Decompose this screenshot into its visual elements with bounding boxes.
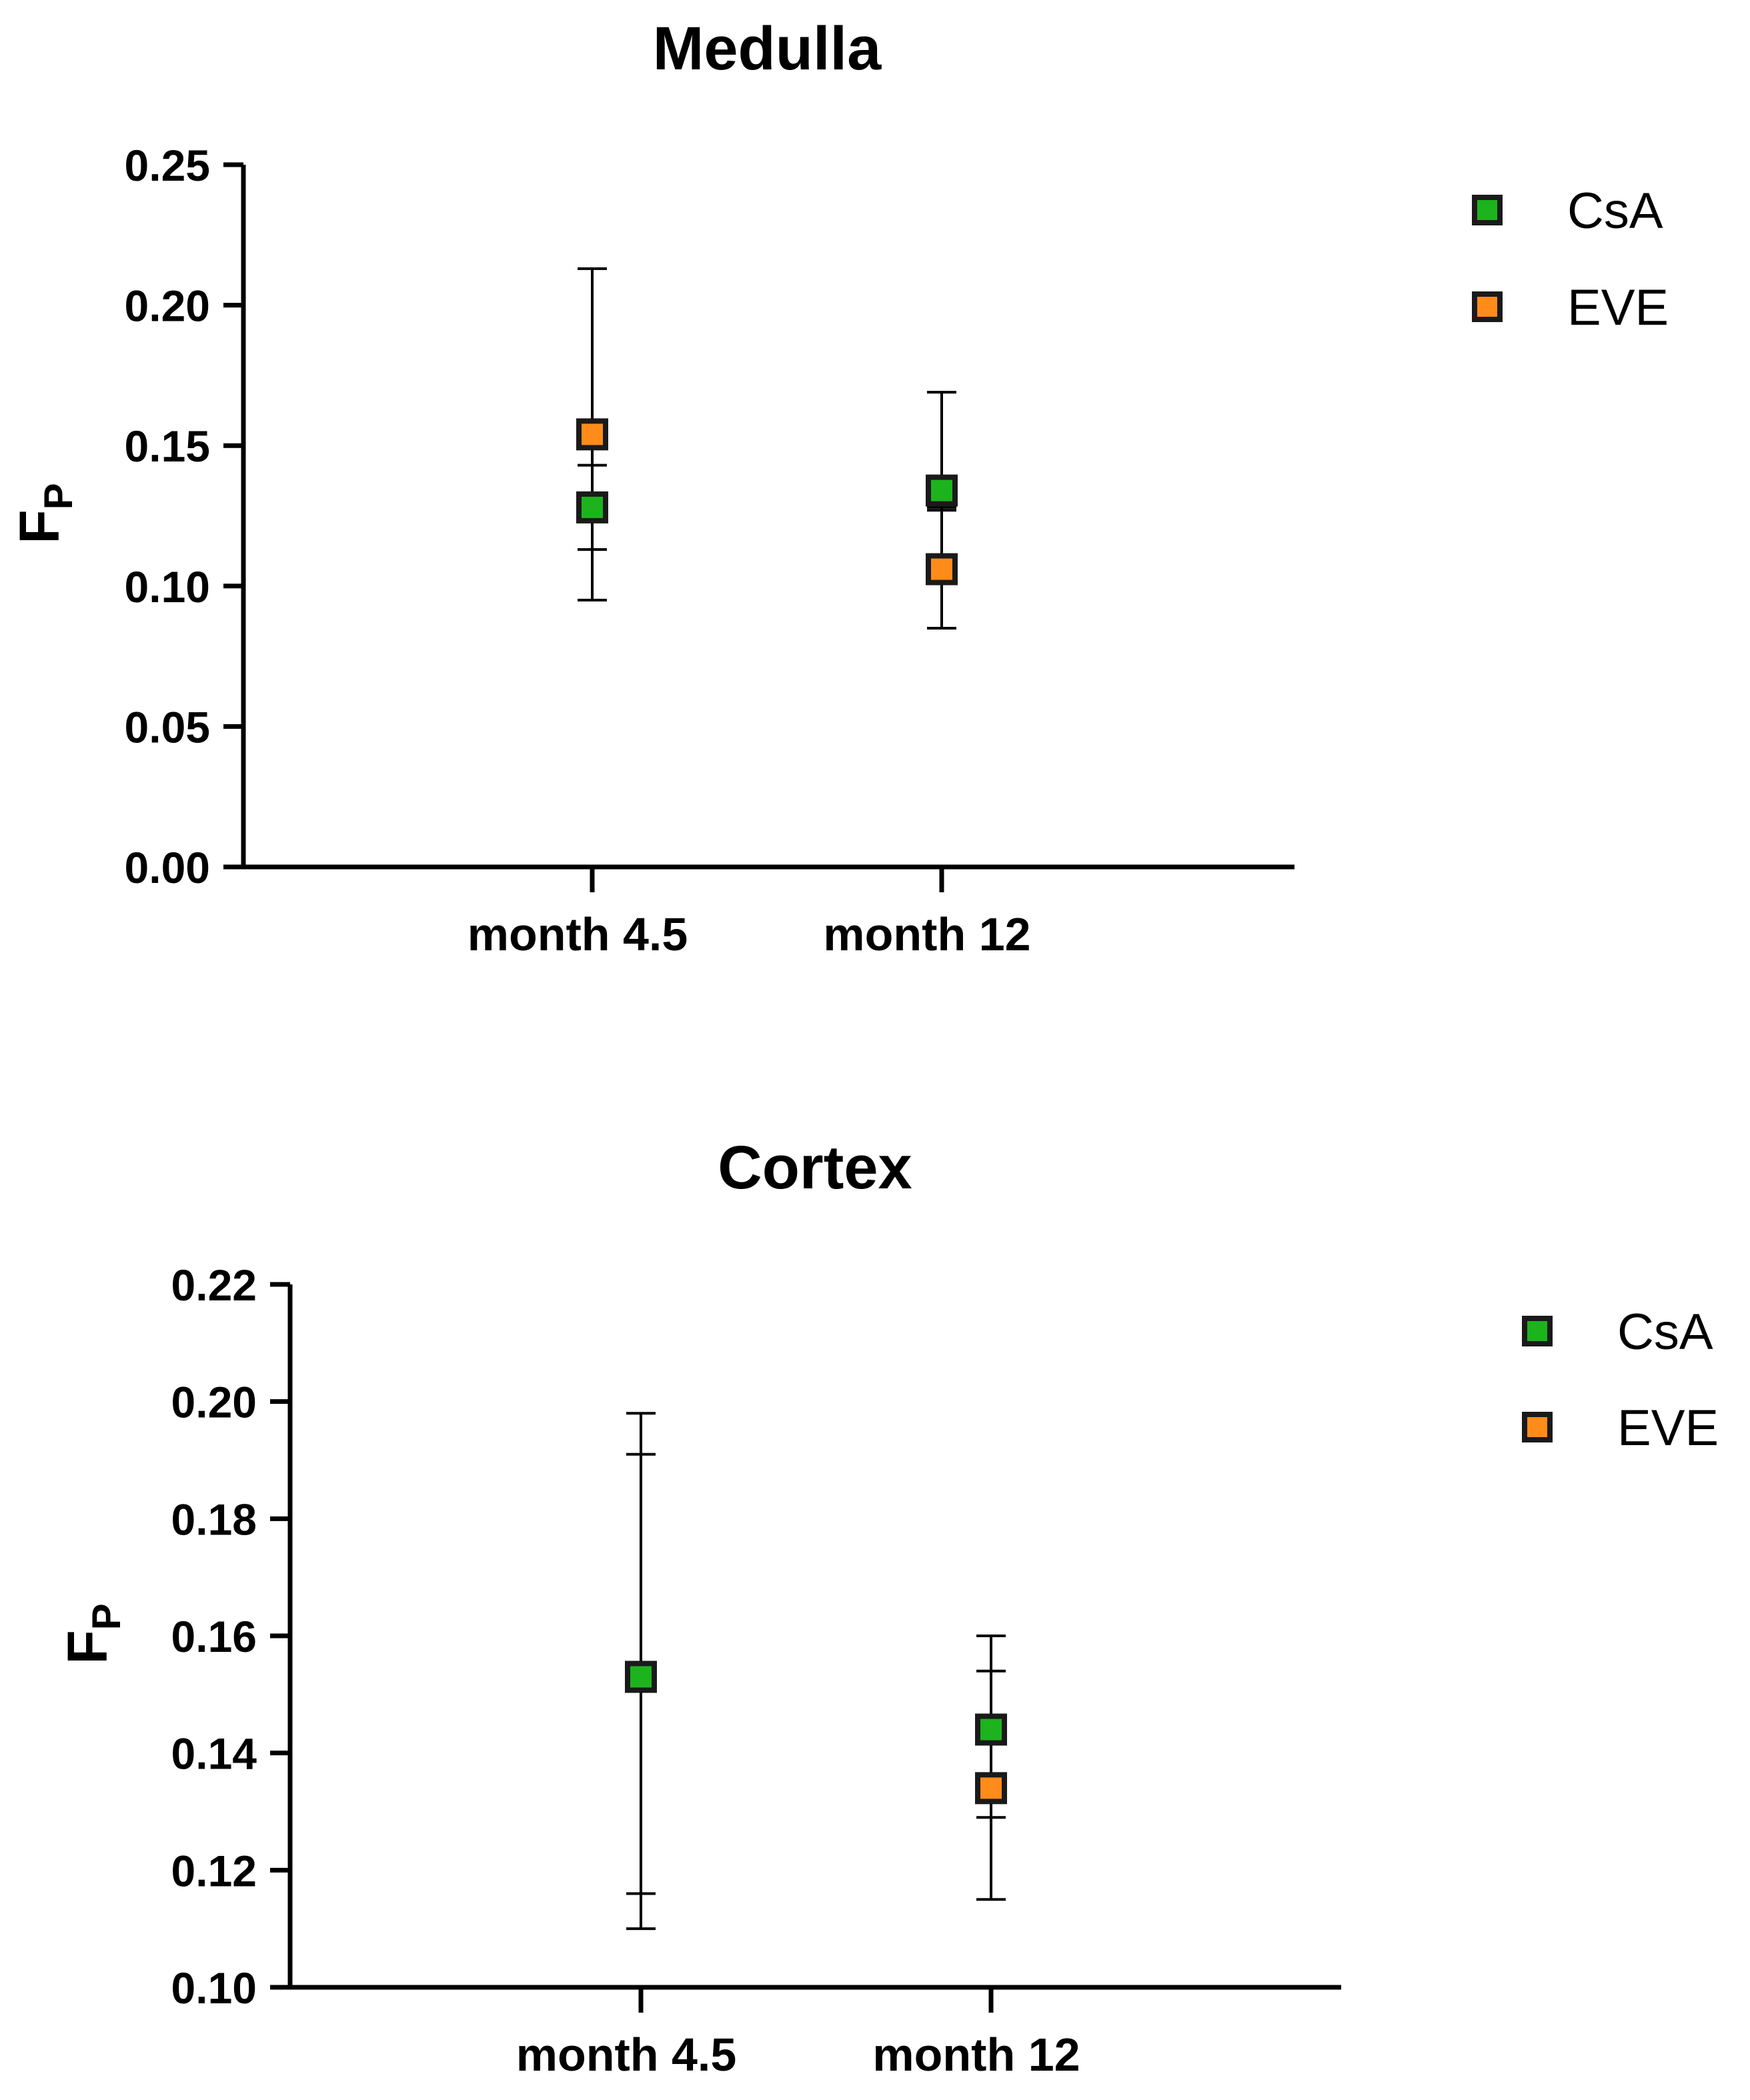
cortex-chart: Cortex FP 0.10 0.12 0.14 0.16 0.18 0.20 0.22 m… (56, 1134, 1719, 2081)
y-tick-label: 0.18 (171, 1494, 257, 1544)
x-tick-label: month 12 (872, 2029, 1080, 2081)
legend-swatch-csa (1472, 195, 1503, 225)
legend-label-csa: CsA (1617, 1304, 1713, 1360)
y-axis-label: FP (8, 483, 81, 544)
y-tick-label: 0.14 (171, 1729, 257, 1779)
y-tick-label: 0.00 (125, 843, 210, 892)
y-tick-label: 0.10 (171, 1963, 257, 2013)
data-points (576, 418, 958, 586)
y-axis-label-main: F (56, 1630, 119, 1664)
y-axis-label-subscript: P (84, 1603, 129, 1630)
chart-title: Medulla (653, 15, 882, 83)
x-ticks: month 4.5 month 12 (468, 867, 1031, 960)
y-axis-label-main: F (8, 509, 71, 544)
legend-label-eve: EVE (1567, 279, 1669, 336)
y-tick-label: 0.15 (125, 421, 210, 471)
y-tick-label: 0.22 (171, 1260, 257, 1310)
y-tick-label: 0.20 (171, 1378, 257, 1427)
data-point-eve (576, 418, 608, 451)
y-tick-label: 0.10 (125, 562, 210, 612)
x-tick-label: month 12 (823, 908, 1030, 960)
data-point-csa (576, 491, 608, 523)
legend-swatch-eve (1472, 291, 1503, 322)
legend-label-csa: CsA (1567, 183, 1663, 239)
y-tick-label: 0.25 (125, 141, 210, 190)
x-ticks: month 4.5 month 12 (516, 1987, 1080, 2081)
y-tick-label: 0.16 (171, 1612, 257, 1661)
legend-label-eve: EVE (1617, 1400, 1719, 1456)
legend-swatch-csa (1522, 1316, 1553, 1346)
y-axis-label: FP (56, 1603, 129, 1664)
y-tick-label: 0.20 (125, 281, 210, 331)
y-ticks: 0.00 0.05 0.10 0.15 0.20 0.25 (125, 141, 243, 892)
data-point-csa (926, 474, 958, 507)
data-point-csa (625, 1661, 657, 1693)
y-tick-label: 0.05 (125, 702, 210, 752)
y-axis-label-subscript: P (36, 483, 81, 509)
data-point-csa (975, 1713, 1007, 1746)
legend: CsA EVE (1522, 1304, 1719, 1456)
error-bars (626, 1412, 1006, 1931)
error-bars (578, 267, 956, 630)
legend: CsA EVE (1472, 183, 1669, 336)
y-ticks: 0.10 0.12 0.14 0.16 0.18 0.20 0.22 (171, 1260, 290, 2013)
data-point-eve (975, 1772, 1007, 1805)
data-point-eve (926, 553, 958, 586)
medulla-chart: Medulla FP 0.00 0.05 0.10 0.15 0.20 0.25 mont… (8, 15, 1669, 960)
legend-swatch-eve (1522, 1412, 1553, 1442)
x-tick-label: month 4.5 (516, 2029, 737, 2081)
chart-title: Cortex (718, 1134, 912, 1202)
x-tick-label: month 4.5 (468, 908, 688, 960)
y-tick-label: 0.12 (171, 1846, 257, 1895)
data-points (625, 1661, 1007, 1805)
